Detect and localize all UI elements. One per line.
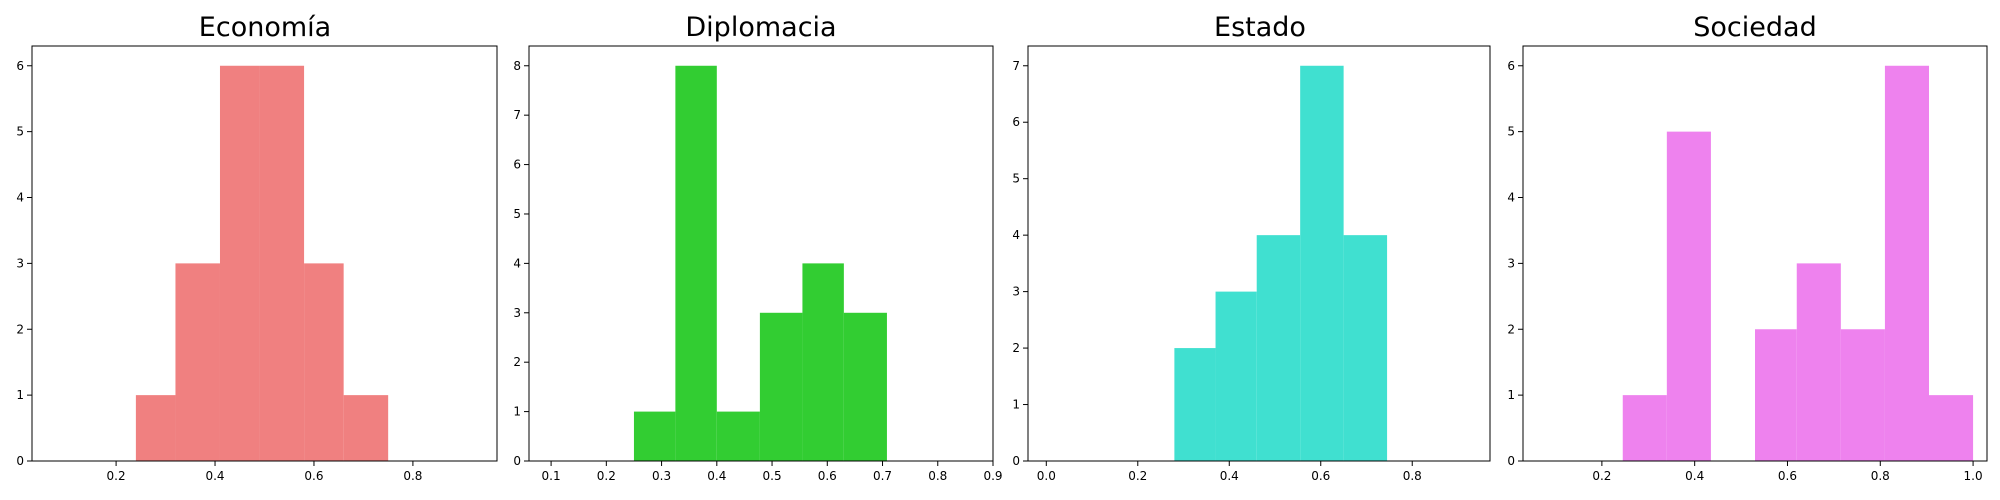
x-tick-label: 0.4 (707, 469, 726, 483)
y-tick-label: 7 (513, 108, 521, 122)
axes-frame (1027, 45, 1491, 462)
y-tick-label: 0 (513, 454, 521, 468)
histogram-bar (759, 312, 803, 461)
histogram-bar (1796, 263, 1841, 461)
axes-frame (528, 45, 994, 462)
x-tick-label: 0.2 (1592, 469, 1611, 483)
y-tick-label: 1 (1012, 398, 1020, 412)
x-tick-label: 0.4 (1220, 469, 1239, 483)
histogram-bar (716, 411, 760, 461)
histogram-bar (1755, 329, 1797, 461)
histogram-bar (1343, 235, 1388, 461)
y-tick-label: 5 (1012, 172, 1020, 186)
y-tick-label: 6 (513, 158, 521, 172)
histogram-bar (175, 263, 220, 461)
x-tick-label: 0.4 (1685, 469, 1704, 483)
x-tick-label: 0.9 (983, 469, 1002, 483)
x-tick-label: 0.5 (763, 469, 782, 483)
axes-frame (31, 45, 498, 462)
histogram-bar (219, 65, 260, 461)
y-tick-label: 1 (16, 388, 24, 402)
x-tick-label: 0.8 (1871, 469, 1890, 483)
x-tick-label: 0.8 (403, 469, 422, 483)
histogram-bar (1622, 395, 1667, 461)
y-tick-label: 5 (1507, 125, 1515, 139)
x-tick-label: 0.3 (652, 469, 671, 483)
y-tick-label: 0 (1012, 454, 1020, 468)
y-tick-label: 5 (16, 125, 24, 139)
histogram-bar (1174, 348, 1216, 461)
histogram-bar (802, 263, 844, 461)
y-tick-label: 1 (513, 405, 521, 419)
y-tick-label: 4 (1012, 228, 1020, 242)
y-tick-label: 4 (513, 256, 521, 270)
y-tick-label: 2 (1507, 322, 1515, 336)
panel-title: Sociedad (1693, 12, 1816, 43)
panel-title: Economía (199, 12, 331, 43)
panel-title: Estado (1214, 12, 1306, 43)
y-tick-label: 6 (1507, 59, 1515, 73)
y-tick-label: 1 (1507, 388, 1515, 402)
x-tick-label: 0.6 (1778, 469, 1797, 483)
histogram-bar (1840, 329, 1885, 461)
histogram-bar (1215, 291, 1257, 461)
y-tick-label: 7 (1012, 59, 1020, 73)
x-tick-label: 0.7 (873, 469, 892, 483)
histogram-bar (1884, 65, 1929, 461)
x-tick-label: 0.8 (1403, 469, 1422, 483)
histogram-bar (675, 65, 717, 461)
histogram-bar (1929, 395, 1974, 461)
y-tick-label: 3 (1507, 256, 1515, 270)
y-tick-label: 2 (16, 322, 24, 336)
histogram-bar (1256, 235, 1301, 461)
panel-economia: Economía 0.2 0.4 0.6 0.8 0 1 2 3 4 5 6 (16, 12, 498, 483)
axes-frame (1522, 45, 1988, 462)
y-tick-label: 6 (1012, 115, 1020, 129)
x-tick-label: 1.0 (1964, 469, 1983, 483)
x-tick-label: 0.2 (1128, 469, 1147, 483)
x-tick-label: 0.6 (818, 469, 837, 483)
y-tick-label: 6 (16, 59, 24, 73)
y-tick-label: 4 (16, 191, 24, 205)
histogram-bar (259, 65, 305, 461)
histogram-bar (1666, 131, 1711, 461)
x-tick-label: 0.2 (107, 469, 126, 483)
panel-diplomacia: Diplomacia 0.1 0.2 0.3 0.4 0.5 0.6 0.7 0.8 0.9 0 1… (513, 12, 1002, 483)
histogram-bar (843, 312, 887, 461)
x-tick-label: 0.8 (928, 469, 947, 483)
panel-estado: Estado 0.0 0.2 0.4 0.6 0.8 0 1 2 3 4 5 6 7 (1012, 12, 1491, 483)
x-tick-label: 0.2 (597, 469, 616, 483)
x-tick-label: 0.0 (1037, 469, 1056, 483)
y-tick-label: 8 (513, 59, 521, 73)
histogram-bar (343, 395, 389, 461)
y-tick-label: 3 (1012, 285, 1020, 299)
y-tick-label: 3 (16, 256, 24, 270)
panel-sociedad: Sociedad 0.2 0.4 0.6 0.8 1.0 0 1 2 3 4 5 6 (1507, 12, 1988, 483)
y-tick-label: 2 (513, 355, 521, 369)
histogram-bar (135, 395, 176, 461)
panel-title: Diplomacia (685, 12, 836, 43)
x-tick-label: 0.4 (205, 469, 224, 483)
x-tick-label: 0.6 (304, 469, 323, 483)
y-tick-label: 4 (1507, 191, 1515, 205)
y-tick-label: 2 (1012, 341, 1020, 355)
histogram-bar (1300, 65, 1344, 461)
y-tick-label: 5 (513, 207, 521, 221)
histogram-bar (304, 263, 344, 461)
x-tick-label: 0.6 (1311, 469, 1330, 483)
x-tick-label: 0.1 (542, 469, 561, 483)
y-tick-label: 0 (16, 454, 24, 468)
y-tick-label: 0 (1507, 454, 1515, 468)
histogram-bar (633, 411, 676, 461)
y-tick-label: 3 (513, 306, 521, 320)
